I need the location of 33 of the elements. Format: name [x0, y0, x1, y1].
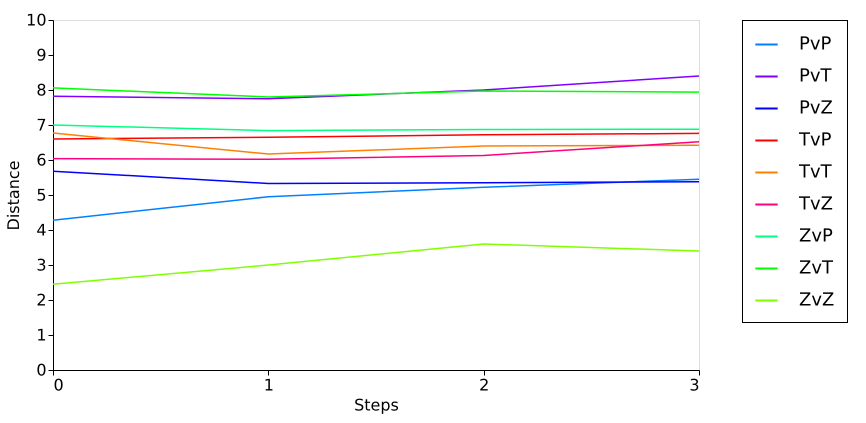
legend-label: TvZ [798, 194, 833, 214]
line-series [52, 243, 700, 285]
legend-label: ZvZ [799, 290, 834, 310]
x-tick-label: 1 [264, 376, 274, 394]
legend-label: TvT [798, 162, 833, 182]
legend-label: ZvP [799, 226, 833, 246]
line-series [52, 170, 700, 184]
y-axis-title: Distance [4, 160, 24, 230]
y-tick-label: 0 [36, 360, 46, 380]
line-series [52, 132, 700, 155]
y-tick-label: 3 [36, 256, 46, 274]
legend-label: PvT [799, 66, 833, 86]
y-tick-label: 1 [36, 326, 46, 344]
y-tick-label: 10 [26, 10, 46, 30]
line-series [52, 141, 700, 160]
line-series [52, 87, 700, 98]
y-tick-label: 2 [36, 290, 46, 310]
legend-label: PvZ [799, 98, 833, 118]
legend-label: ZvT [799, 258, 834, 278]
y-tick-label: 6 [36, 150, 46, 170]
y-tick-label: 9 [36, 46, 46, 64]
x-tick-label: 2 [479, 376, 490, 394]
line-series [52, 75, 700, 100]
y-tick-label: 7 [36, 116, 46, 134]
legend-label: PvP [799, 34, 832, 54]
legend-label: TvP [798, 130, 832, 150]
x-tick-label: 3 [689, 376, 700, 394]
y-tick-label: 4 [36, 220, 46, 240]
y-tick-label: 5 [36, 186, 46, 204]
y-tick-label: 8 [36, 80, 46, 100]
x-axis-title: Steps [354, 396, 399, 414]
x-tick-label: 0 [54, 376, 64, 394]
line-series [52, 178, 700, 221]
